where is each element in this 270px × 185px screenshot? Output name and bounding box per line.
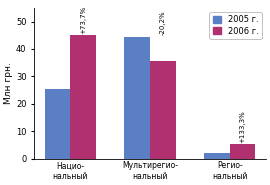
Text: +73,7%: +73,7% <box>80 6 86 34</box>
Legend: 2005 г., 2006 г.: 2005 г., 2006 г. <box>209 12 262 39</box>
Bar <box>230 144 255 159</box>
Bar <box>204 153 230 159</box>
Text: -20,2%: -20,2% <box>160 11 166 35</box>
Text: +133,3%: +133,3% <box>239 110 245 143</box>
Bar <box>45 89 70 159</box>
Bar <box>70 35 96 159</box>
Y-axis label: Млн грн.: Млн грн. <box>4 62 13 104</box>
Bar <box>150 61 176 159</box>
Bar <box>124 37 150 159</box>
